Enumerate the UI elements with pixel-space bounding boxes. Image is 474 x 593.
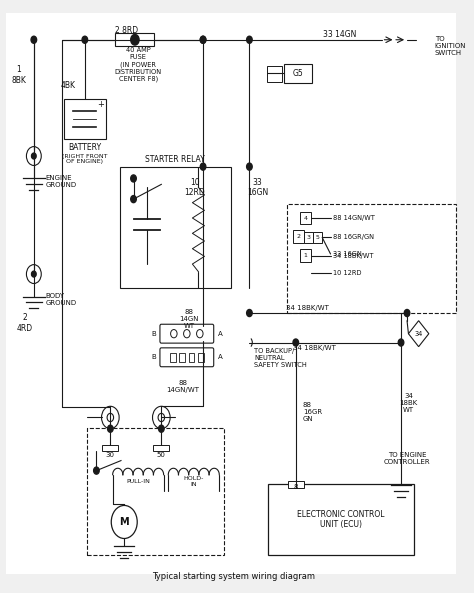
Circle shape: [183, 330, 190, 338]
Text: 2
4RD: 2 4RD: [17, 313, 33, 333]
Bar: [198, 353, 203, 362]
Text: HOLD-
IN: HOLD- IN: [183, 476, 204, 487]
Circle shape: [293, 339, 299, 346]
Bar: [284, 64, 312, 83]
Circle shape: [246, 36, 252, 43]
Bar: [102, 445, 118, 451]
Text: 1
8BK: 1 8BK: [11, 65, 27, 85]
Circle shape: [31, 36, 36, 43]
Text: A: A: [218, 354, 223, 361]
Text: 33 16GN: 33 16GN: [333, 251, 362, 257]
Text: 10 12RD: 10 12RD: [333, 270, 361, 276]
Circle shape: [27, 146, 41, 165]
Text: 34 18BK/WT: 34 18BK/WT: [293, 346, 336, 352]
Circle shape: [171, 330, 177, 338]
Circle shape: [131, 34, 139, 45]
Text: 88 16GR/GN: 88 16GR/GN: [333, 234, 374, 241]
Bar: [288, 482, 304, 488]
Bar: [301, 212, 310, 225]
Text: B: B: [151, 354, 156, 361]
Bar: [170, 353, 176, 362]
Circle shape: [201, 36, 206, 43]
Text: 88 14GN/WT: 88 14GN/WT: [333, 215, 375, 221]
Text: 50: 50: [157, 452, 166, 458]
Circle shape: [131, 175, 137, 182]
FancyBboxPatch shape: [160, 324, 214, 343]
Text: STARTER RELAY: STARTER RELAY: [146, 155, 205, 164]
Circle shape: [201, 163, 206, 170]
Text: 8: 8: [293, 483, 298, 490]
Circle shape: [101, 406, 119, 429]
Bar: [119, 167, 231, 288]
Text: 33 14GN: 33 14GN: [323, 30, 356, 39]
Text: TO ENGINE
CONTROLLER: TO ENGINE CONTROLLER: [384, 452, 430, 466]
Bar: [267, 66, 282, 82]
Text: TO
IGNITION
SWITCH: TO IGNITION SWITCH: [435, 36, 466, 56]
Text: 88
16GR
GN: 88 16GR GN: [303, 401, 322, 422]
Text: 88
14GN/WT: 88 14GN/WT: [167, 380, 200, 393]
Text: 4BK: 4BK: [61, 81, 76, 90]
Text: B: B: [151, 331, 156, 337]
Text: 34
18BK
WT: 34 18BK WT: [399, 393, 418, 413]
Text: ENGINE
GROUND: ENGINE GROUND: [46, 175, 77, 188]
Circle shape: [108, 425, 113, 432]
Text: 5: 5: [316, 235, 319, 240]
Polygon shape: [409, 321, 429, 347]
Bar: [304, 232, 313, 243]
Circle shape: [246, 310, 252, 317]
FancyBboxPatch shape: [160, 348, 214, 366]
Bar: [87, 428, 224, 555]
Text: 88
14GN
WT: 88 14GN WT: [179, 309, 199, 329]
Circle shape: [197, 330, 203, 338]
Circle shape: [82, 36, 88, 43]
Circle shape: [32, 271, 36, 277]
Bar: [115, 33, 155, 46]
Text: 33
16GN: 33 16GN: [247, 178, 268, 197]
Circle shape: [158, 413, 164, 422]
Text: PULL-IN: PULL-IN: [126, 479, 150, 484]
Text: TO BACKUP/
NEUTRAL
SAFETY SWITCH: TO BACKUP/ NEUTRAL SAFETY SWITCH: [254, 349, 307, 368]
Bar: [154, 445, 169, 451]
Text: 10
12RD: 10 12RD: [184, 178, 205, 197]
Circle shape: [153, 406, 170, 429]
Text: (RIGHT FRONT
OF ENGINE): (RIGHT FRONT OF ENGINE): [62, 154, 108, 164]
Bar: [313, 232, 322, 243]
Circle shape: [94, 467, 99, 474]
Text: M: M: [119, 517, 129, 527]
Text: 40 AMP
FUSE
(IN POWER
DISTRIBUTION
CENTER F8): 40 AMP FUSE (IN POWER DISTRIBUTION CENTE…: [115, 47, 162, 82]
Circle shape: [111, 505, 137, 538]
Circle shape: [398, 339, 404, 346]
Circle shape: [32, 153, 36, 159]
Text: +: +: [98, 100, 104, 109]
Text: 4: 4: [303, 215, 308, 221]
Circle shape: [158, 425, 164, 432]
Text: A: A: [218, 331, 223, 337]
Text: G5: G5: [293, 69, 303, 78]
Bar: [64, 99, 106, 139]
Text: BATTERY: BATTERY: [68, 143, 101, 152]
Bar: [268, 484, 414, 555]
Text: 34: 34: [414, 331, 423, 337]
Text: ELECTRONIC CONTROL
UNIT (ECU): ELECTRONIC CONTROL UNIT (ECU): [297, 510, 385, 530]
Text: 30: 30: [106, 452, 115, 458]
Bar: [189, 353, 194, 362]
Bar: [301, 249, 310, 262]
Text: BODY
GROUND: BODY GROUND: [46, 293, 77, 306]
Text: 1: 1: [303, 253, 308, 259]
Text: 3: 3: [306, 235, 310, 240]
Bar: [293, 231, 304, 243]
Text: 34 18BK/WT: 34 18BK/WT: [333, 253, 374, 259]
Circle shape: [201, 36, 206, 43]
Text: Typical starting system wiring diagram: Typical starting system wiring diagram: [152, 572, 315, 581]
Bar: [286, 204, 456, 313]
Circle shape: [404, 310, 410, 317]
Text: 2 8RD: 2 8RD: [115, 27, 138, 36]
Circle shape: [27, 264, 41, 283]
Text: 2: 2: [297, 234, 301, 240]
Bar: [180, 353, 185, 362]
Circle shape: [246, 163, 252, 170]
Circle shape: [107, 413, 114, 422]
Circle shape: [131, 196, 137, 203]
Text: 34 18BK/WT: 34 18BK/WT: [286, 305, 329, 311]
